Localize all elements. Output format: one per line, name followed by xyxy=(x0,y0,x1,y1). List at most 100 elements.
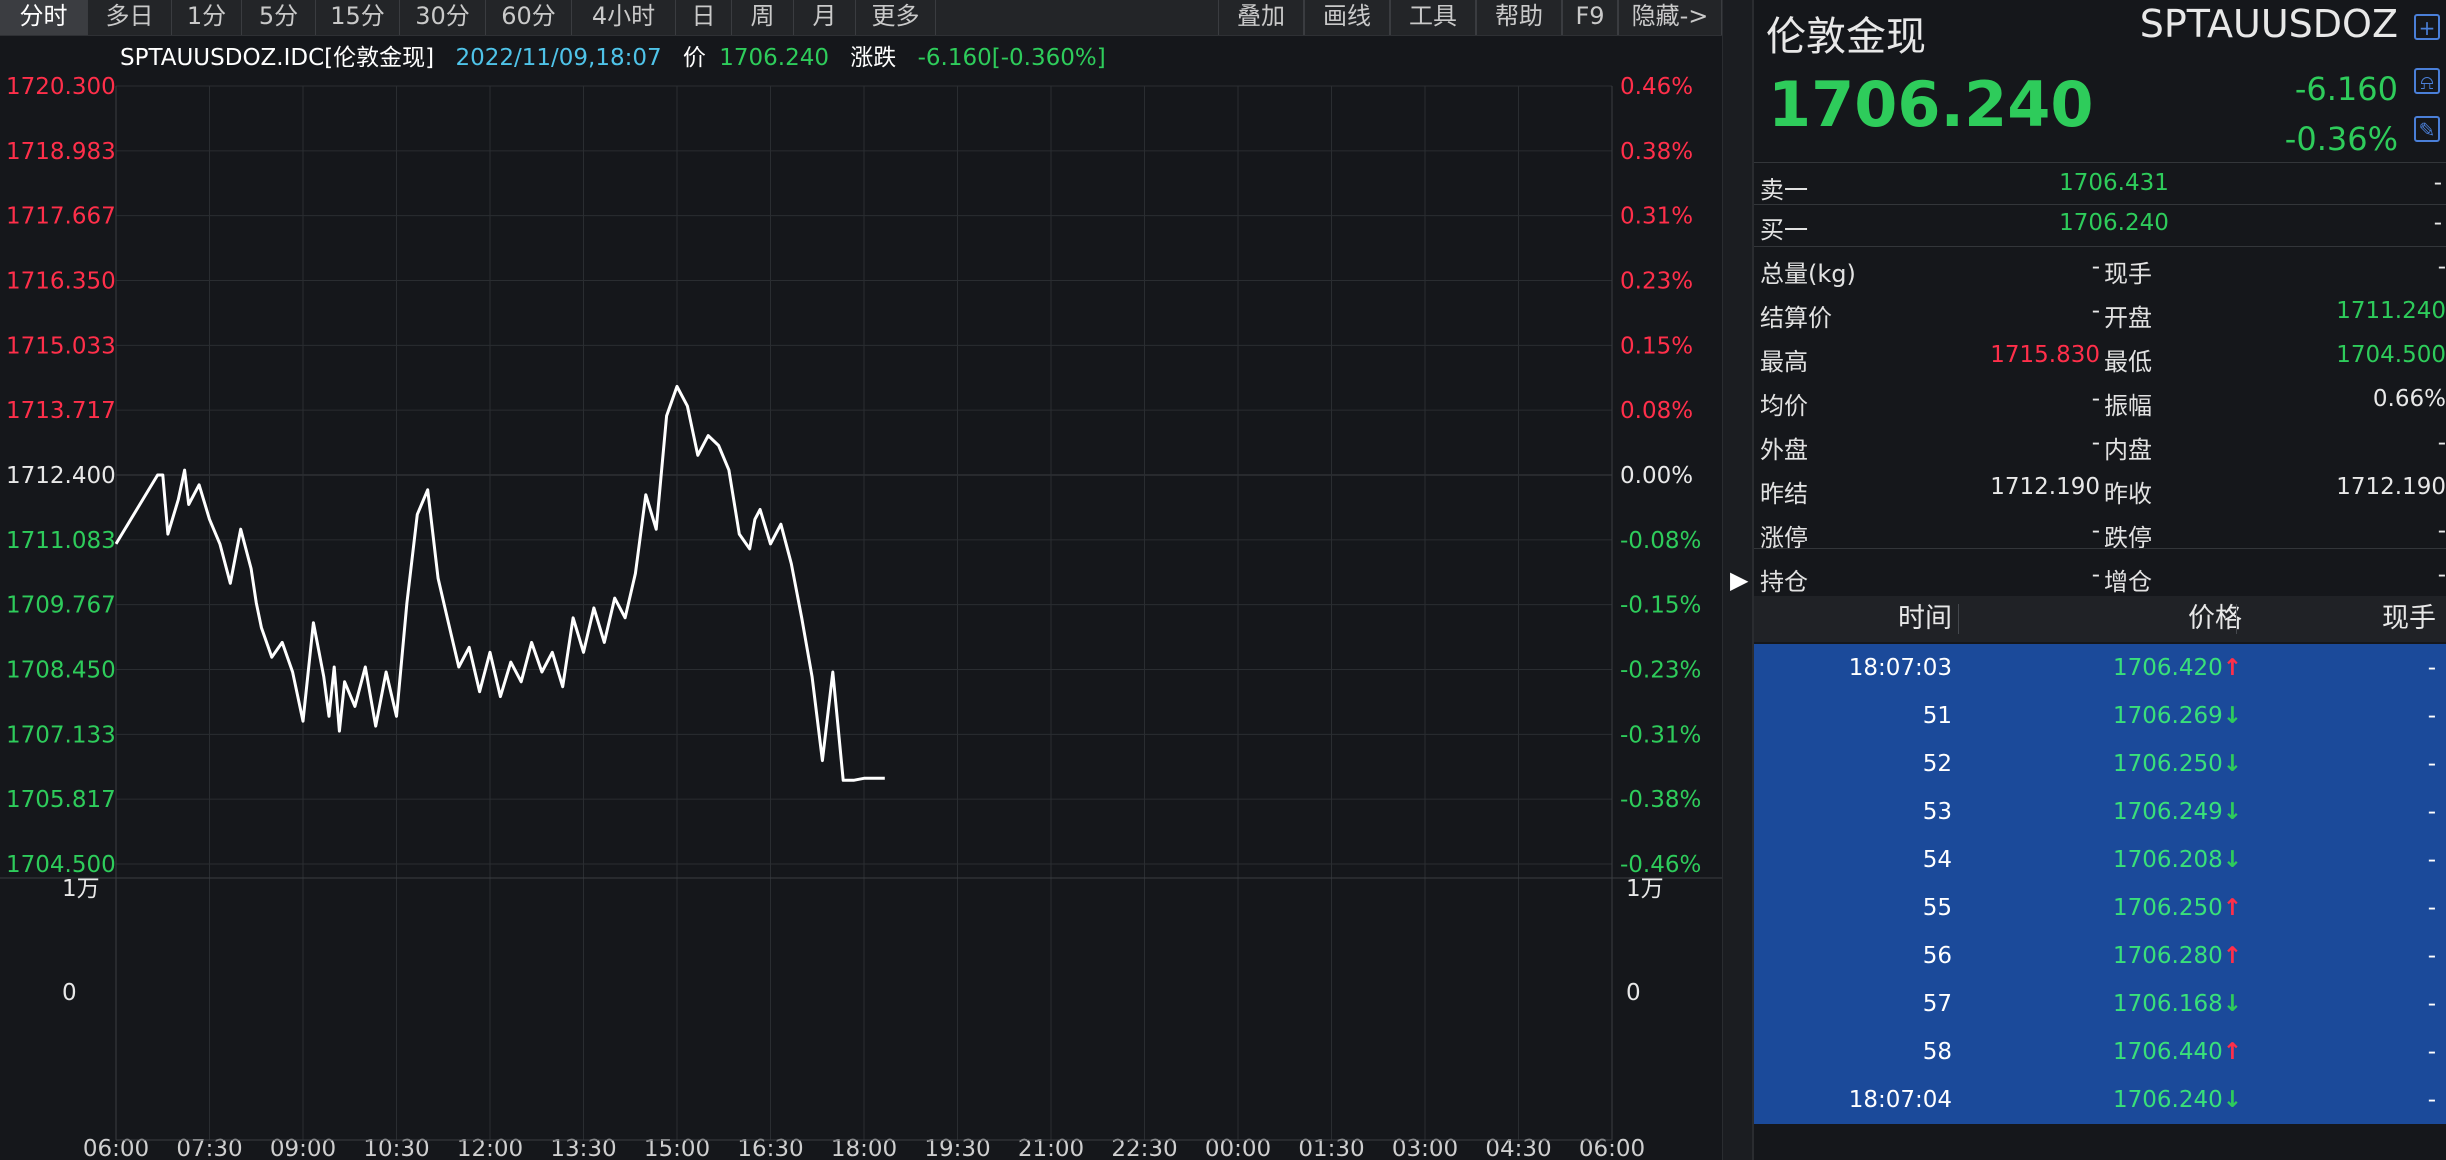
trade-row[interactable]: 53 1706.249↓ - xyxy=(1754,788,2446,836)
stat-value-right: - xyxy=(2437,254,2446,280)
quote-panel: 伦敦金现 SPTAUUSDOZ 1706.240 -6.160 -0.36% +… xyxy=(1752,0,2446,1160)
trade-time: 57 xyxy=(1922,991,1952,1017)
trade-price: 1706.420↑ xyxy=(2113,644,2242,692)
trade-price: 1706.168↓ xyxy=(2113,980,2242,1028)
trade-price: 1706.249↓ xyxy=(2113,788,2242,836)
tool-tab-2[interactable]: 工具 xyxy=(1390,0,1476,35)
period-tab-4[interactable]: 15分 xyxy=(316,0,400,35)
stat-label-right: 现手 xyxy=(2104,260,2152,288)
stat-label-left: 昨结 xyxy=(1760,480,1808,508)
trade-row[interactable]: 51 1706.269↓ - xyxy=(1754,692,2446,740)
volume-tick-left: 0 xyxy=(62,980,77,1006)
header-time[interactable]: 时间 xyxy=(1898,603,1952,634)
period-tab-9[interactable]: 周 xyxy=(732,0,794,35)
y-left-tick: 1707.133 xyxy=(6,722,116,748)
header-price[interactable]: 价格 xyxy=(2188,603,2242,634)
y-left-tick: 1717.667 xyxy=(6,204,116,230)
trade-price: 1706.269↓ xyxy=(2113,692,2242,740)
trade-price: 1706.440↑ xyxy=(2113,1028,2242,1076)
trade-price-value: 1706.250 xyxy=(2112,895,2223,921)
trade-ticks-list[interactable]: 18:07:03 1706.420↑ -51 1706.269↓ -52 1706.250… xyxy=(1754,644,2446,1124)
trade-row[interactable]: 57 1706.168↓ - xyxy=(1754,980,2446,1028)
tool-tab-4[interactable]: F9 xyxy=(1562,0,1618,35)
trade-volume: - xyxy=(2427,751,2436,777)
stat-label-right: 振幅 xyxy=(2104,392,2152,420)
instrument-name: 伦敦金现 xyxy=(1766,14,1926,60)
y-right-tick: 0.15% xyxy=(1620,333,1693,359)
trade-price-value: 1706.250 xyxy=(2112,751,2223,777)
stat-value-left: - xyxy=(2091,430,2100,456)
stat-label-left: 涨停 xyxy=(1760,524,1808,552)
y-right-tick: -0.15% xyxy=(1620,593,1701,619)
price-change-pct: -0.36% xyxy=(2284,120,2398,158)
trade-row[interactable]: 58 1706.440↑ - xyxy=(1754,1028,2446,1076)
panel-divider[interactable] xyxy=(1722,0,1753,1160)
trade-price: 1706.250↑ xyxy=(2113,884,2242,932)
trade-volume: - xyxy=(2427,799,2436,825)
trade-row[interactable]: 56 1706.280↑ - xyxy=(1754,932,2446,980)
arrow-down-icon: ↓ xyxy=(2222,847,2242,873)
stat-value-right: 0.66% xyxy=(2372,386,2446,412)
trade-volume: - xyxy=(2427,655,2436,681)
stat-label-left: 总量(kg) xyxy=(1760,260,1856,288)
stat-label-right: 最低 xyxy=(2104,348,2152,376)
trade-row[interactable]: 18:07:03 1706.420↑ - xyxy=(1754,644,2446,692)
trade-row[interactable]: 55 1706.250↑ - xyxy=(1754,884,2446,932)
intraday-chart[interactable]: 1720.300 0.46% 1718.983 0.38% 1717.667 0.31% 1… xyxy=(0,60,1722,1160)
tool-tab-3[interactable]: 帮助 xyxy=(1476,0,1562,35)
y-right-tick: -0.31% xyxy=(1620,722,1701,748)
y-right-tick: -0.08% xyxy=(1620,528,1701,554)
period-tab-3[interactable]: 5分 xyxy=(242,0,316,35)
trade-volume: - xyxy=(2427,895,2436,921)
period-tab-11[interactable]: 更多 xyxy=(856,0,936,35)
tool-tab-0[interactable]: 叠加 xyxy=(1218,0,1304,35)
arrow-up-icon: ↑ xyxy=(2222,655,2242,681)
buy1-price: 1706.240 xyxy=(2059,210,2169,236)
y-right-tick: 0.38% xyxy=(1620,139,1693,165)
arrow-down-icon: ↓ xyxy=(2222,751,2242,777)
stat-label-right: 昨收 xyxy=(2104,480,2152,508)
period-tab-6[interactable]: 60分 xyxy=(486,0,572,35)
trade-row[interactable]: 54 1706.208↓ - xyxy=(1754,836,2446,884)
security-code: SPTAUUSDOZ.IDC[伦敦金现] xyxy=(120,45,435,71)
y-left-tick: 1716.350 xyxy=(6,269,116,295)
arrow-down-icon: ↓ xyxy=(2222,1087,2242,1113)
sell1-price: 1706.431 xyxy=(2059,170,2169,196)
tool-tab-5[interactable]: 隐藏-> xyxy=(1618,0,1722,35)
period-tab-0[interactable]: 分时 xyxy=(0,0,88,35)
header-volume[interactable]: 现手 xyxy=(2382,603,2436,634)
last-price: 1706.240 xyxy=(1768,68,2094,141)
stat-label-left: 外盘 xyxy=(1760,436,1808,464)
stat-value-left: - xyxy=(2091,298,2100,324)
trade-volume: - xyxy=(2427,943,2436,969)
trade-price-value: 1706.208 xyxy=(2112,847,2223,873)
sell1-volume: - xyxy=(2433,170,2442,196)
period-tab-5[interactable]: 30分 xyxy=(400,0,486,35)
stat-value-right: 1711.240 xyxy=(2336,298,2446,324)
period-tab-2[interactable]: 1分 xyxy=(172,0,242,35)
collapse-arrow-icon[interactable]: ▶ xyxy=(1730,566,1749,594)
y-left-tick: 1720.300 xyxy=(6,74,116,100)
volume-tick-left: 1万 xyxy=(62,876,100,902)
trade-price: 1706.208↓ xyxy=(2113,836,2242,884)
bell-icon[interactable]: ⍾ xyxy=(2414,68,2440,94)
trade-volume: - xyxy=(2427,703,2436,729)
edit-icon[interactable]: ✎ xyxy=(2414,116,2440,142)
plus-icon[interactable]: + xyxy=(2414,14,2440,40)
period-tab-8[interactable]: 日 xyxy=(676,0,732,35)
arrow-up-icon: ↑ xyxy=(2222,895,2242,921)
trade-row[interactable]: 18:07:04 1706.240↓ - xyxy=(1754,1076,2446,1124)
info-price: 1706.240 xyxy=(719,45,829,71)
period-tab-1[interactable]: 多日 xyxy=(88,0,172,35)
y-right-tick: 0.31% xyxy=(1620,204,1693,230)
stat-label-left: 结算价 xyxy=(1760,304,1832,332)
stat-value-right: 1704.500 xyxy=(2336,342,2446,368)
trade-row[interactable]: 52 1706.250↓ - xyxy=(1754,740,2446,788)
period-tab-7[interactable]: 4小时 xyxy=(572,0,676,35)
tool-tab-1[interactable]: 画线 xyxy=(1304,0,1390,35)
y-left-tick: 1711.083 xyxy=(6,528,116,554)
y-left-tick: 1713.717 xyxy=(6,398,116,424)
period-tab-10[interactable]: 月 xyxy=(794,0,856,35)
stat-label-right: 增仓 xyxy=(2104,568,2152,596)
stat-value-right: - xyxy=(2437,518,2446,544)
